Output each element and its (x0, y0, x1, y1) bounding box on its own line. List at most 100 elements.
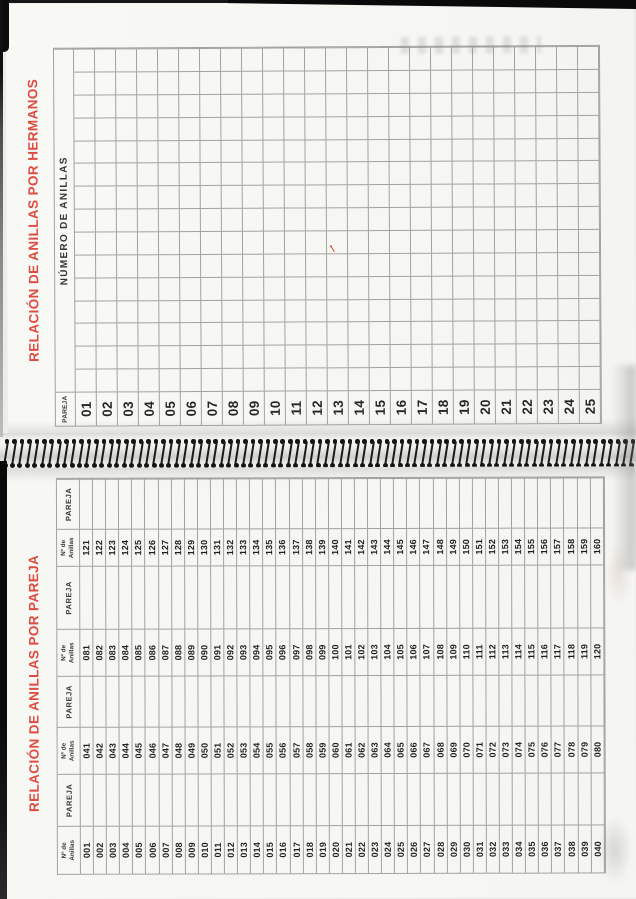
ring-number-cell: 121 (80, 528, 94, 566)
ring-number-cell: 005 (133, 825, 147, 874)
ring-entry-cell (347, 70, 369, 94)
ring-entry-cell (536, 114, 558, 138)
ring-number-cell: 094 (250, 628, 264, 676)
ring-number-cell: 025 (395, 824, 409, 873)
pareja-entry-cell (446, 477, 460, 528)
ring-number-cell: 135 (263, 528, 277, 566)
ring-entry-cell (158, 116, 180, 140)
ring-entry-cell (179, 70, 201, 94)
ring-number-cell: 129 (184, 528, 198, 566)
ring-entry-cell (431, 183, 453, 207)
ring-entry-cell (137, 231, 160, 255)
pareja-entry-cell (498, 477, 513, 528)
ring-entry-cell (473, 137, 495, 161)
ring-number-cell: 137 (289, 528, 303, 566)
ring-entry-cell (474, 366, 496, 390)
ring-entry-cell (578, 206, 600, 229)
scan-edge-left-bottom (0, 461, 7, 899)
pareja-entry-cell (263, 773, 278, 826)
ring-number-cell: 148 (433, 527, 447, 565)
pareja-entry-cell (394, 674, 408, 726)
ring-entry-cell (578, 91, 600, 115)
pareja-entry-cell (119, 773, 134, 826)
ring-entry-cell (263, 116, 285, 140)
pareja-entry-cell (551, 674, 566, 726)
ring-entry-cell (138, 276, 160, 300)
ring-entry-cell (178, 48, 201, 72)
ring-entry-cell (306, 321, 328, 345)
ring-entry-cell (369, 298, 391, 322)
pareja-entry-cell (552, 772, 566, 825)
pareja-entry-cell (276, 478, 290, 529)
ring-number-cell: 066 (407, 725, 422, 773)
pareja-entry-cell (237, 773, 252, 826)
ring-number-cell: 089 (185, 628, 199, 676)
ring-entry-cell (221, 162, 243, 186)
ring-number-cell: 014 (251, 825, 265, 874)
ring-number-cell: 098 (302, 628, 317, 676)
ring-entry-cell (579, 251, 601, 275)
ring-number-cell: 100 (329, 628, 343, 676)
ring-number-cell: 024 (381, 824, 396, 874)
pareja-entry-cell (93, 773, 107, 826)
pareja-entry-cell (512, 772, 526, 825)
ring-entry-cell (452, 160, 474, 184)
coil-loop (427, 439, 435, 468)
ring-entry-cell (285, 321, 307, 345)
ring-entry-cell (516, 297, 538, 321)
pareja-entry-cell (303, 773, 317, 826)
pareja-entry-cell (407, 564, 421, 628)
pareja-entry-cell (447, 674, 461, 726)
ring-entry-cell (368, 207, 390, 231)
ring-entry-cell (369, 321, 391, 345)
coil-loop (509, 439, 517, 468)
pareja-entry-cell (525, 477, 539, 528)
pareja-entry-cell (80, 565, 94, 629)
ring-entry-cell (75, 254, 97, 278)
ring-entry-cell (537, 366, 559, 390)
ring-entry-cell (158, 231, 181, 255)
coil-loop (233, 439, 241, 468)
ring-entry-cell (473, 206, 495, 230)
coil-loop (270, 439, 279, 468)
pareja-entry-cell (289, 565, 303, 629)
ring-entry-cell (558, 366, 580, 390)
pareja-header: PAREJA (57, 675, 81, 727)
ring-number-cell: 127 (158, 528, 172, 566)
ring-number-cell: 077 (551, 725, 566, 773)
pareja-entry-cell (224, 565, 238, 629)
ring-entry-cell (390, 252, 412, 276)
ring-entry-cell (222, 299, 244, 323)
pareja-entry-cell (590, 477, 604, 528)
ring-entry-cell (95, 139, 117, 163)
ring-entry-cell (453, 252, 475, 276)
pareja-entry-cell (250, 565, 264, 629)
ring-entry-cell (579, 366, 601, 390)
ring-entry-cell (389, 69, 411, 93)
ring-entry-cell (242, 93, 264, 117)
ring-number-cell: 144 (381, 527, 395, 566)
coil-loop (308, 439, 316, 468)
ring-number-cell: 087 (158, 628, 173, 676)
ring-entry-cell (243, 276, 265, 300)
ring-number-cell: 082 (93, 628, 107, 676)
ring-number-cell: 023 (368, 825, 383, 874)
ring-entry-cell (389, 115, 411, 139)
pareja-entry-cell (538, 564, 552, 628)
ring-entry-cell (389, 184, 411, 208)
pareja-entry-cell (394, 477, 408, 528)
scan-smudge (606, 545, 632, 605)
ring-entry-cell (452, 69, 474, 93)
pareja-entry-cell (132, 478, 146, 529)
ring-entry-cell (495, 297, 517, 321)
coil-loop (188, 439, 197, 468)
ring-entry-cell (452, 92, 474, 116)
ring-entry-cell (494, 183, 516, 207)
ring-number-cell: 090 (198, 628, 212, 676)
pareja-entry-cell (538, 674, 552, 726)
ring-entry-cell (95, 162, 117, 186)
ring-entry-cell (75, 345, 97, 369)
ring-entry-cell (285, 253, 307, 277)
ring-entry-cell (243, 322, 265, 346)
ring-entry-cell (452, 229, 475, 253)
